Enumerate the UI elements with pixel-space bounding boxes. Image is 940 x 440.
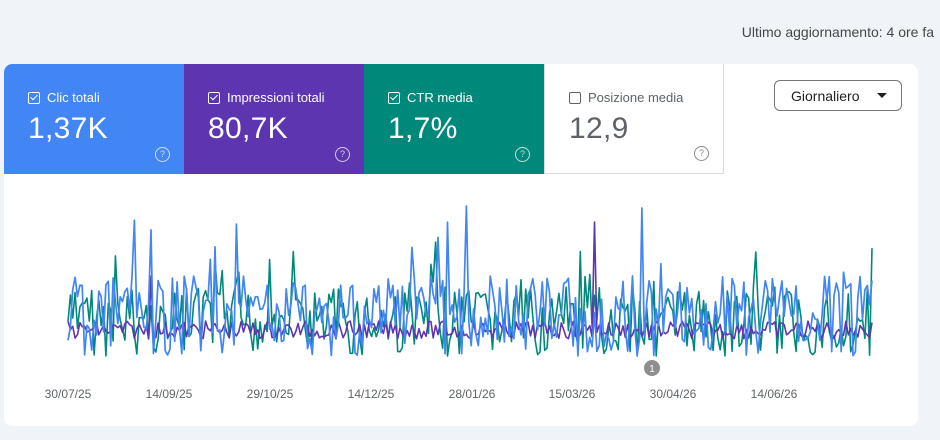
x-tick-label: 30/04/26 (650, 387, 697, 401)
chart-series-layer (67, 205, 873, 357)
help-icon[interactable]: ? (515, 147, 530, 162)
x-axis: 30/07/25 14/09/25 29/10/25 14/12/25 28/01/26… (45, 387, 798, 401)
metric-tile-position[interactable]: Posizione media 12,9 ? (544, 64, 724, 174)
metric-tile-impressions[interactable]: Impressioni totali 80,7K ? (184, 64, 364, 174)
performance-card: 1 30/07/25 14/09/25 29/10/25 14/12/25 28/01/… (4, 64, 918, 426)
performance-chart: 1 30/07/25 14/09/25 29/10/25 14/12/25 28/01/… (45, 205, 873, 401)
last-updated-text: Ultimo aggiornamento: 4 ore fa (741, 24, 934, 40)
x-tick-label: 30/07/25 (45, 387, 92, 401)
x-tick-label: 14/09/25 (146, 387, 193, 401)
help-icon[interactable]: ? (155, 147, 170, 162)
metric-tiles: Clic totali 1,37K ? Impressioni totali 8… (4, 64, 724, 174)
x-tick-label: 15/03/26 (549, 387, 596, 401)
checkbox-unchecked-icon[interactable] (569, 91, 581, 104)
dropdown-arrow-icon (877, 93, 887, 98)
x-tick-label: 14/06/26 (751, 387, 798, 401)
checkbox-checked-icon[interactable] (28, 91, 40, 104)
granularity-dropdown[interactable]: Giornaliero (774, 80, 902, 111)
metric-tile-clicks[interactable]: Clic totali 1,37K ? (4, 64, 184, 174)
help-icon[interactable]: ? (335, 147, 350, 162)
x-tick-label: 14/12/25 (348, 387, 395, 401)
help-icon[interactable]: ? (694, 146, 709, 161)
metric-value: 1,37K (28, 112, 108, 145)
checkbox-checked-icon[interactable] (208, 91, 220, 104)
metric-label: CTR media (407, 90, 473, 105)
x-tick-label: 28/01/26 (449, 387, 496, 401)
granularity-selected: Giornaliero (791, 87, 860, 104)
metric-value: 1,7% (388, 112, 458, 145)
annotation-label: 1 (649, 364, 655, 375)
metric-tile-ctr[interactable]: CTR media 1,7% ? (364, 64, 544, 174)
annotation-marker[interactable] (644, 360, 660, 376)
metric-label: Clic totali (47, 90, 100, 105)
chart-annotation[interactable]: 1 (644, 360, 660, 376)
metric-label: Impressioni totali (227, 90, 325, 105)
metric-value: 80,7K (208, 112, 288, 145)
metric-label: Posizione media (588, 90, 684, 105)
metric-value: 12,9 (569, 112, 629, 145)
x-tick-label: 29/10/25 (247, 387, 294, 401)
checkbox-checked-icon[interactable] (388, 91, 400, 104)
clicks-series (67, 205, 873, 357)
